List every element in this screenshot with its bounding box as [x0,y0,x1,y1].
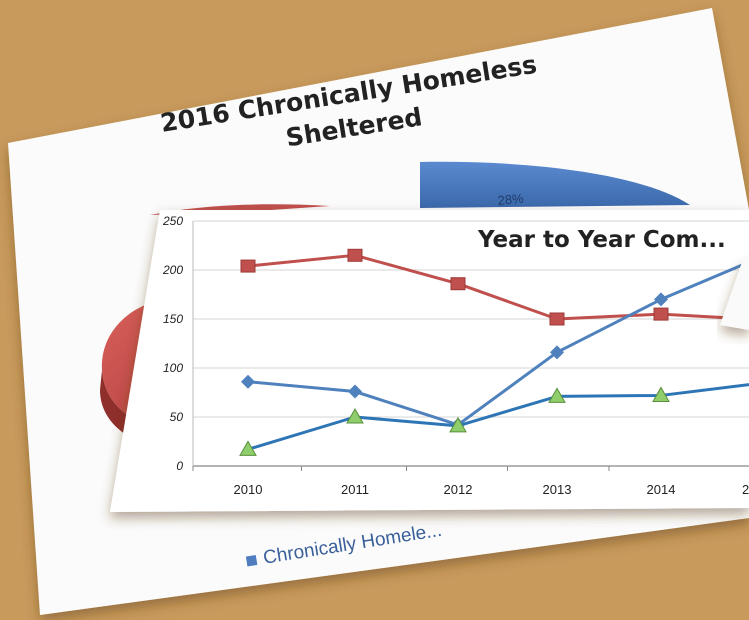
marker-triangle [548,387,566,403]
marker-square [653,307,669,321]
line-chart-title: Year to Year Com... [477,227,726,253]
marker-triangle [346,407,364,424]
marker-triangle [449,416,467,433]
line-slide-background [110,210,749,512]
marker-diamond [348,384,362,399]
series-line-diamond [247,260,749,427]
marker-diamond [654,292,668,307]
marker-triangle [239,440,257,456]
series-line-square [247,253,749,321]
marker-square [450,277,466,291]
marker-square [240,259,256,273]
x-tick-label: 2010 [234,482,263,497]
series-line-triangle [247,383,749,451]
y-tick-label: 0 [176,459,183,473]
marker-diamond [241,374,255,389]
pie-slice-blue [420,161,690,208]
third-slide-edge [720,258,749,330]
marker-diamond [550,345,564,360]
marker-square [549,312,565,326]
y-tick-label: 150 [163,312,183,326]
marker-square [347,248,363,262]
pie-legend-swatch [245,555,258,567]
x-tick-label: 2 [742,482,749,497]
y-tick-label: 250 [162,214,183,228]
marker-triangle [652,386,670,402]
x-tick-label: 2012 [444,482,473,497]
line-chart: 0 50 100 150 200 250 2010 2011 2012 2013 2014 2 [162,214,749,497]
line-slide: 0 50 100 150 200 250 2010 2011 2012 2013 2014 2 Yea… [110,210,749,512]
y-tick-label: 50 [170,410,184,424]
x-tick-label: 2014 [647,482,676,497]
y-tick-label: 100 [163,361,183,375]
y-tick-label: 200 [162,263,183,277]
x-tick-label: 2011 [341,482,369,497]
pie-slice-blue-label: 28% [497,191,525,208]
x-tick-label: 2013 [543,482,572,497]
